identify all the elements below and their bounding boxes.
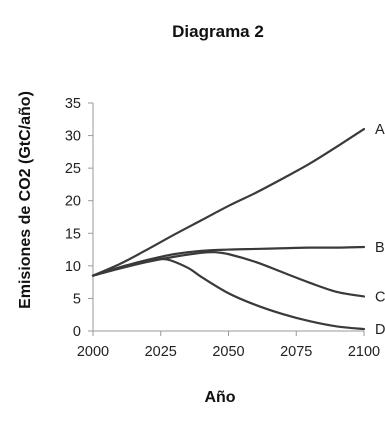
series-group: A B C D	[91, 122, 385, 338]
series-line-d	[91, 257, 366, 331]
x-tick-label: 2000	[77, 344, 109, 360]
series-line-b	[91, 245, 366, 277]
x-tick-label: 2050	[212, 344, 244, 360]
y-tick-label: 30	[65, 129, 81, 145]
series-line-a	[91, 127, 366, 277]
y-tick-label: 20	[65, 194, 81, 210]
series-label-d: D	[375, 322, 385, 338]
y-axis-label: Emisiones de CO2 (GtC/año)	[17, 91, 34, 309]
y-tick-label: 10	[65, 259, 81, 275]
series-label-a: A	[375, 122, 385, 138]
x-axis-label: Año	[204, 389, 235, 406]
y-tick-label: 15	[65, 226, 81, 242]
series-line-c	[91, 250, 366, 298]
y-tick-label: 5	[73, 291, 81, 307]
y-tick-label: 25	[65, 161, 81, 177]
y-tick-label: 35	[65, 96, 81, 112]
x-tick-label: 2025	[145, 344, 177, 360]
series-label-c: C	[375, 289, 385, 305]
x-tick-label: 2100	[348, 344, 380, 360]
y-tick-label: 0	[73, 324, 81, 340]
chart-title: Diagrama 2	[172, 22, 264, 41]
series-label-b: B	[375, 240, 385, 256]
x-tick-label: 2075	[280, 344, 312, 360]
